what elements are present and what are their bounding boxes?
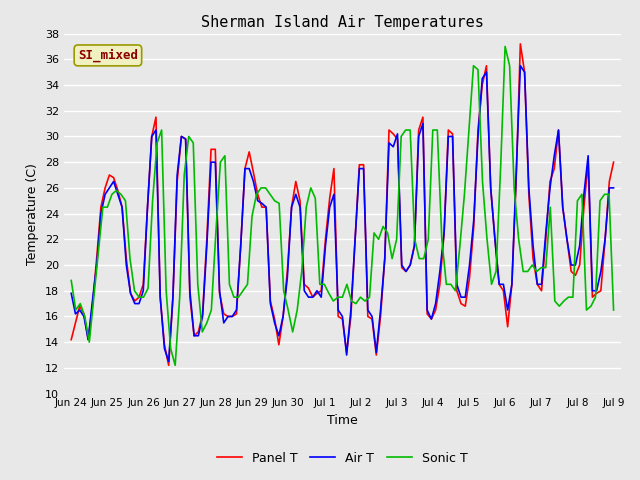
Title: Sherman Island Air Temperatures: Sherman Island Air Temperatures	[201, 15, 484, 30]
Air T	[67, 290, 75, 296]
Panel T	[220, 311, 228, 317]
Panel T	[550, 166, 558, 171]
Panel T	[93, 256, 100, 262]
Sonic T	[438, 237, 445, 242]
X-axis label: Time: Time	[327, 414, 358, 427]
Y-axis label: Temperature (C): Temperature (C)	[26, 163, 39, 264]
Sonic T	[198, 329, 206, 335]
Sonic T	[501, 44, 509, 49]
Panel T	[500, 288, 508, 294]
Air T	[93, 262, 100, 268]
Legend: Panel T, Air T, Sonic T: Panel T, Air T, Sonic T	[212, 447, 472, 469]
Sonic T	[172, 362, 179, 368]
Panel T	[67, 336, 75, 342]
Sonic T	[67, 277, 75, 283]
Air T	[165, 359, 173, 364]
Panel T	[394, 136, 401, 142]
Air T	[394, 131, 401, 137]
Sonic T	[122, 198, 129, 204]
Panel T	[610, 159, 618, 165]
Air T	[610, 185, 618, 191]
Air T	[500, 281, 508, 287]
Sonic T	[303, 204, 310, 210]
Panel T	[165, 362, 173, 368]
Sonic T	[610, 307, 618, 313]
Sonic T	[582, 307, 590, 313]
Panel T	[355, 162, 363, 168]
Air T	[550, 153, 558, 158]
Text: SI_mixed: SI_mixed	[78, 49, 138, 62]
Air T	[220, 320, 228, 326]
Sonic T	[411, 237, 419, 242]
Line: Air T: Air T	[71, 66, 614, 361]
Air T	[516, 63, 524, 69]
Panel T	[516, 41, 524, 47]
Line: Panel T: Panel T	[71, 44, 614, 365]
Line: Sonic T: Sonic T	[71, 47, 614, 365]
Air T	[355, 166, 363, 171]
